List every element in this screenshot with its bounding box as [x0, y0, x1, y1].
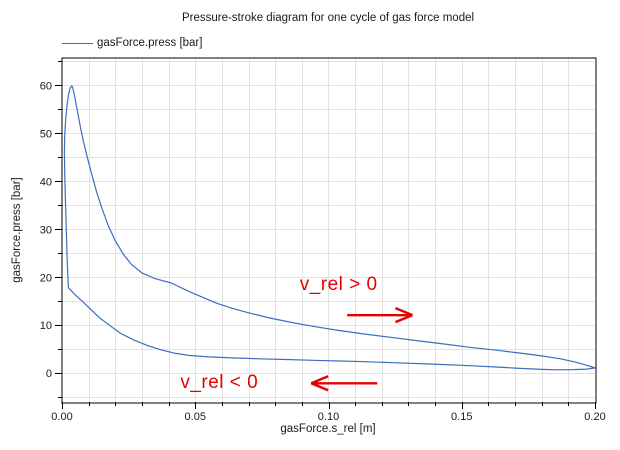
legend-label: gasForce.press [bar] [97, 37, 203, 49]
x-tick-label: 0.05 [185, 411, 206, 423]
x-tick-label: 0.10 [318, 411, 339, 423]
x-tick-label: 0.15 [451, 411, 472, 423]
x-tick-label: 0.00 [51, 411, 72, 423]
y-tick-label: 40 [40, 176, 52, 188]
x-axis-label: gasForce.s_rel [m] [280, 423, 376, 435]
y-tick-label: 10 [40, 320, 52, 332]
vrel-negative-arrow-head [310, 375, 329, 385]
y-tick-label: 50 [40, 128, 52, 140]
pressure-curve [63, 85, 596, 371]
vrel-positive-arrow-head [394, 307, 413, 317]
chart-title: Pressure-stroke diagram for one cycle of… [181, 12, 475, 24]
y-axis-label: gasForce.press [bar] [11, 177, 23, 283]
annotation-vrel-positive: v_rel > 0 [299, 274, 378, 296]
y-tick-label: 0 [46, 368, 52, 380]
y-tick-label: 20 [40, 272, 52, 284]
y-tick-label: 30 [40, 224, 52, 236]
legend-line-sample [62, 43, 93, 44]
vrel-positive-arrow-head [394, 314, 413, 324]
annotation-vrel-negative: v_rel < 0 [180, 371, 259, 393]
vrel-negative-arrow-head [310, 382, 329, 392]
y-tick-label: 60 [40, 80, 52, 92]
x-tick-label: 0.20 [584, 411, 605, 423]
